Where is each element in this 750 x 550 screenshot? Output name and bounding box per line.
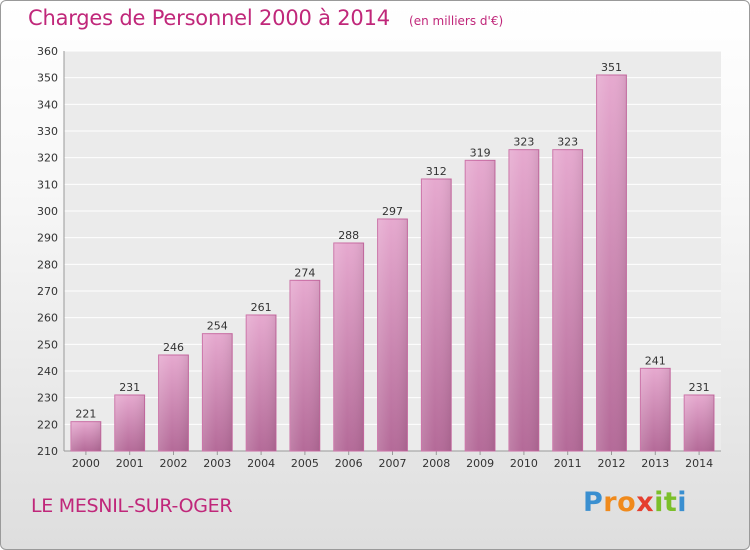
labels-layer: 210 220 230 240 250 260 270 280 290 300 310 320 330 3… [37,45,713,470]
value-label: 274 [294,266,315,279]
value-label: 319 [470,146,491,159]
y-tick-label: 210 [37,445,58,458]
bar-shine [158,355,189,451]
bar-shine [640,368,671,451]
bar-shine [333,243,364,451]
value-label: 288 [338,229,359,242]
proxiti-logo: Proxiti [583,487,687,518]
x-tick-label: 2007 [379,457,407,470]
logo-letter: x [636,487,655,518]
bar-shine [465,160,495,452]
y-tick-label: 250 [37,338,58,351]
x-tick-label: 2010 [510,457,538,470]
value-label: 261 [251,301,272,314]
logo-letter: o [617,487,637,518]
x-tick-label: 2003 [203,457,231,470]
bar-shine [114,395,145,451]
y-tick-label: 330 [37,125,58,138]
bar-shine [246,315,276,451]
bars-layer [70,74,715,452]
x-tick-label: 2000 [72,457,100,470]
y-tick-label: 220 [37,418,58,431]
bar-shine [421,179,452,451]
y-tick-label: 340 [37,98,58,111]
value-label: 221 [75,408,96,421]
x-tick-label: 2013 [641,457,669,470]
x-tick-label: 2012 [598,457,626,470]
title-row: Charges de Personnel 2000 à 2014 (en mil… [28,6,503,30]
logo-letter: r [603,487,618,518]
x-tick-label: 2008 [422,457,450,470]
y-tick-label: 350 [37,72,58,85]
y-tick-label: 300 [37,205,58,218]
bar-shine [509,149,539,451]
y-tick-label: 230 [37,392,58,405]
logo-letter: t [663,487,678,518]
y-tick-label: 310 [37,178,58,191]
bar-shine [202,333,233,451]
x-tick-label: 2001 [116,457,144,470]
logo-letter: P [583,487,604,518]
value-label: 231 [689,381,710,394]
value-label: 254 [207,320,228,333]
value-label: 312 [426,165,447,178]
y-tick-label: 360 [37,45,58,58]
value-label: 241 [645,354,666,367]
bar-shine [596,75,627,451]
value-label: 297 [382,205,403,218]
x-tick-label: 2002 [160,457,188,470]
town-name: LE MESNIL-SUR-OGER [31,495,233,517]
y-tick-label: 280 [37,258,58,271]
y-tick-label: 240 [37,365,58,378]
x-tick-label: 2014 [685,457,713,470]
value-label: 323 [513,136,534,149]
bar-shine [71,421,101,451]
bar-shine [684,395,714,451]
y-tick-label: 290 [37,232,58,245]
y-tick-label: 260 [37,312,58,325]
chart-title: Charges de Personnel 2000 à 2014 [28,6,390,30]
bar-shine [552,149,583,451]
y-tick-label: 270 [37,285,58,298]
logo-letter: i [677,487,688,518]
x-tick-label: 2009 [466,457,494,470]
value-label: 323 [557,136,578,149]
bar-shine [290,280,320,451]
value-label: 231 [119,381,140,394]
x-tick-label: 2005 [291,457,319,470]
value-label: 351 [601,61,622,74]
x-tick-label: 2004 [247,457,275,470]
bar-shine [377,219,408,451]
chart-subtitle: (en milliers d'€) [409,14,504,28]
x-tick-label: 2006 [335,457,363,470]
logo-letter: i [654,487,664,518]
x-tick-label: 2011 [554,457,582,470]
y-tick-label: 320 [37,152,58,165]
value-label: 246 [163,341,184,354]
